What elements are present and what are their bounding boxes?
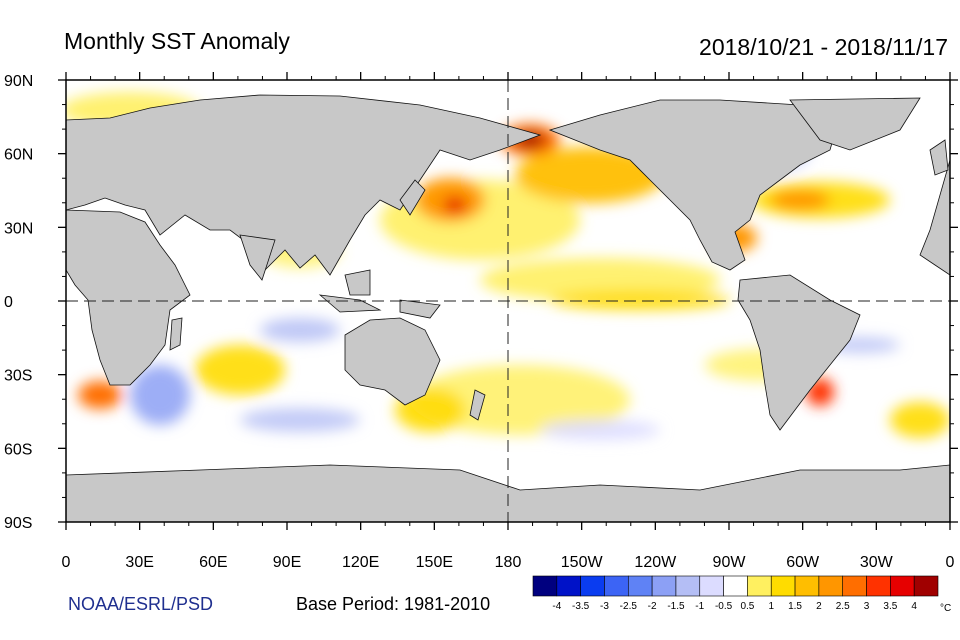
europe-east-land bbox=[919, 159, 950, 276]
axis-ticks bbox=[58, 72, 958, 530]
uk-land bbox=[929, 139, 949, 176]
australia-land bbox=[344, 317, 441, 406]
new-guinea-land bbox=[399, 299, 441, 319]
colorbar-swatch bbox=[866, 575, 891, 597]
colorbar-tick-label: 0.5 bbox=[740, 601, 754, 612]
lon-label: 0 bbox=[62, 554, 71, 571]
japan-land bbox=[399, 179, 426, 216]
lon-label: 150W bbox=[561, 554, 604, 571]
colorbar-swatch bbox=[723, 575, 748, 597]
lat-label: 0 bbox=[4, 294, 13, 311]
colorbar-tick-label: -0.5 bbox=[715, 601, 733, 612]
lat-labels: 90N 60N 30N 0 30S 60S 90S bbox=[4, 73, 33, 532]
colorbar-tick-label: 3 bbox=[864, 601, 870, 612]
colorbar-tick-label: 2 bbox=[816, 601, 822, 612]
colorbar-swatch bbox=[627, 575, 653, 597]
colorbar-unit: °C bbox=[940, 603, 951, 614]
india-land bbox=[239, 234, 276, 281]
lon-label: 180 bbox=[495, 554, 522, 571]
colorbar-tick-label: -1 bbox=[695, 601, 704, 612]
colorbar-tick-label: -2.5 bbox=[620, 601, 638, 612]
colorbar-swatch bbox=[532, 575, 558, 597]
lon-labels: 0 30E 60E 90E 120E 150E 180 150W 120W 90W 60W 30W 0 bbox=[62, 554, 955, 571]
colorbar-swatch bbox=[794, 575, 820, 597]
colorbar-swatch bbox=[842, 575, 867, 597]
lon-label: 30E bbox=[125, 554, 153, 571]
colorbar-swatch bbox=[890, 575, 915, 597]
lon-label: 90W bbox=[713, 554, 747, 571]
base-period-label: Base Period: 1981-2010 bbox=[296, 594, 491, 614]
lat-label: 90N bbox=[4, 73, 33, 90]
colorbar: -4 -3.5 -3 -2.5 -2 -1.5 -1 -0.5 0.5 1 1.5 2 2.5 3 3.5 4 bbox=[532, 575, 939, 612]
new-zealand-land bbox=[469, 389, 486, 421]
greenland-land bbox=[789, 97, 921, 151]
south-america-land bbox=[737, 274, 861, 431]
colorbar-tick-label: -3.5 bbox=[572, 601, 590, 612]
land-masses bbox=[66, 94, 950, 522]
source-label: NOAA/ESRL/PSD bbox=[68, 594, 214, 614]
colorbar-swatch bbox=[651, 575, 677, 597]
colorbar-swatch bbox=[675, 575, 701, 597]
north-america-land bbox=[548, 99, 841, 271]
lon-label: 60E bbox=[199, 554, 227, 571]
map-title: Monthly SST Anomaly bbox=[64, 28, 290, 54]
colorbar-tick-label: -2 bbox=[648, 601, 657, 612]
colorbar-tick-label: -3 bbox=[600, 601, 609, 612]
lon-label: 120E bbox=[342, 554, 379, 571]
colorbar-tick-label: 3.5 bbox=[883, 601, 897, 612]
lon-label: 30W bbox=[860, 554, 894, 571]
colorbar-tick-label: 1 bbox=[768, 601, 774, 612]
colorbar-swatch bbox=[699, 575, 724, 597]
lat-label: 60S bbox=[4, 441, 32, 458]
lon-label: 0 bbox=[946, 554, 955, 571]
date-range: 2018/10/21 - 2018/11/17 bbox=[699, 34, 948, 60]
colorbar-swatch bbox=[747, 575, 772, 597]
colorbar-tick-label: -1.5 bbox=[667, 601, 685, 612]
lat-label: 60N bbox=[4, 147, 33, 164]
colorbar-swatch bbox=[556, 575, 581, 597]
colorbar-swatch bbox=[818, 575, 844, 597]
africa-land bbox=[66, 209, 191, 386]
colorbar-swatch bbox=[580, 575, 605, 597]
lat-label: 90S bbox=[4, 515, 32, 532]
colorbar-tick-label: 4 bbox=[911, 601, 917, 612]
borneo-land bbox=[344, 269, 371, 296]
colorbar-tick-label: 2.5 bbox=[836, 601, 850, 612]
lon-label: 120W bbox=[634, 554, 677, 571]
lon-label: 90E bbox=[273, 554, 301, 571]
colorbar-tick-label: -4 bbox=[552, 601, 561, 612]
lon-label: 150E bbox=[416, 554, 453, 571]
lat-label: 30N bbox=[4, 220, 33, 237]
colorbar-swatch bbox=[604, 575, 629, 597]
eurasia-land bbox=[66, 94, 542, 276]
colorbar-tick-label: 1.5 bbox=[788, 601, 802, 612]
antarctica-land bbox=[66, 464, 950, 522]
lat-label: 30S bbox=[4, 368, 32, 385]
colorbar-swatch bbox=[913, 575, 939, 597]
colorbar-swatch bbox=[770, 575, 796, 597]
lon-label: 60W bbox=[786, 554, 820, 571]
indonesia-land bbox=[318, 294, 382, 313]
madagascar-land bbox=[169, 317, 183, 351]
